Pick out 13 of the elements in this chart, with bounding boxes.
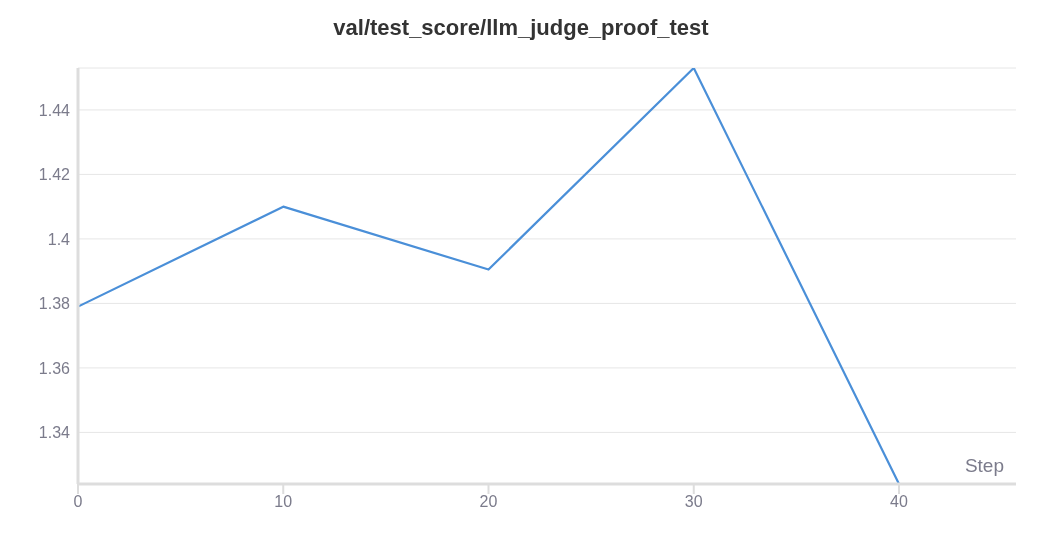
x-axis-title: Step xyxy=(964,455,1004,476)
x-tick-label: 30 xyxy=(684,493,703,511)
y-tick-label: 1.44 xyxy=(38,101,71,119)
x-tick-label: 20 xyxy=(479,493,498,511)
y-tick-label: 1.42 xyxy=(38,166,71,184)
y-tick-label: 1.36 xyxy=(38,359,71,377)
x-tick-label: 0 xyxy=(73,493,83,511)
y-tick-label: 1.38 xyxy=(38,295,71,313)
x-tick-label: 40 xyxy=(890,493,909,511)
chart-title: val/test_score/llm_judge_proof_test xyxy=(332,14,710,42)
y-tick-label: 1.34 xyxy=(38,424,71,442)
y-tick-label: 1.4 xyxy=(47,230,71,248)
x-tick-label: 10 xyxy=(274,493,293,511)
